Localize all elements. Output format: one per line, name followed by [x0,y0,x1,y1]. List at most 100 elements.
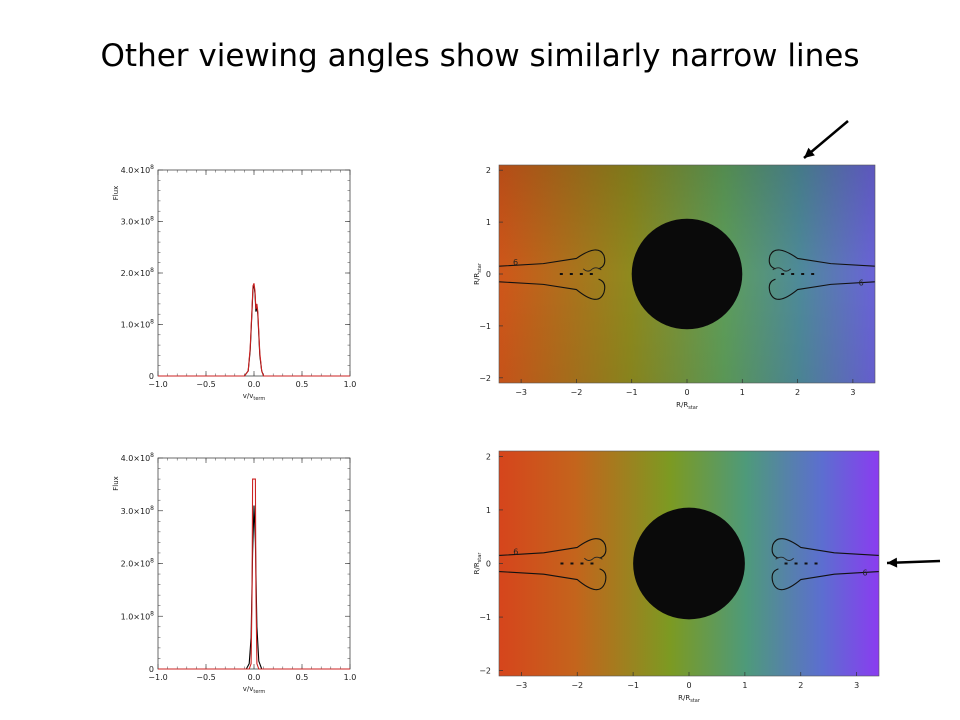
contour-lower [768,278,876,300]
arrow-top-right [803,120,849,159]
slide-title: Other viewing angles show similarly narr… [100,38,860,74]
contour-upper [771,538,880,559]
y-tick-label: 2 [486,452,491,461]
contour-detail [772,267,792,272]
contour-detail [584,556,603,561]
x-tick-label: 0.0 [248,380,261,389]
series-line-black [158,505,350,670]
arrow-bottom-right [886,557,941,568]
y-axis-label-sub: star [477,262,483,273]
x-tick-label: −3 [515,681,527,690]
contour-label: 6 [862,568,867,577]
x-tick-label: 0.5 [296,673,309,682]
x-tick-label: −1 [627,681,639,690]
x-tick-label: 1 [742,681,747,690]
line-plot-1: −1.0 −0.5 0.0 0.5 1.0 0 1.0×108 2.0×108 3.0×108 4… [112,164,356,402]
series-line-red [158,283,350,377]
x-tick-label: −1 [626,388,638,397]
y-axis-label: R/Rstar [473,552,483,575]
x-tick-label: 0.5 [296,380,309,389]
contour-detail [582,267,602,272]
x-tick-label: 0 [684,388,689,397]
x-tick-label: 0 [686,681,691,690]
x-axis-label: v/vterm [243,685,266,695]
y-tick-label: 1.0×108 [121,610,155,621]
y-tick-label: 3.0×108 [121,505,155,516]
contour-lower [771,568,880,591]
contour-upper [498,249,606,270]
x-tick-label: −1.0 [148,673,167,682]
y-tick-label: −2 [479,667,491,676]
x-axis-label-sub: star [690,698,701,704]
x-tick-label: 2 [795,388,800,397]
x-axis-label-sub: star [688,405,699,411]
x-tick-label: −0.5 [196,673,215,682]
x-tick-label: 0.0 [248,673,261,682]
contour-label: 6 [513,258,518,267]
x-tick-label: 2 [798,681,803,690]
y-tick-exponent: 8 [150,610,154,617]
y-tick-label: −1 [479,322,491,331]
x-axis-label: v/vterm [243,392,266,402]
y-tick-label: 4.0×108 [121,164,155,175]
y-tick-label: 2.0×108 [121,267,155,278]
x-axis-label: R/Rstar [678,694,701,704]
y-tick-label: 0 [149,372,154,381]
x-tick-label: −2 [571,681,583,690]
y-tick-exponent: 8 [150,216,154,223]
arrow-head [887,557,898,568]
y-tick-exponent: 8 [150,505,154,512]
x-tick-label: −2 [571,388,583,397]
y-tick-label: 1 [486,218,491,227]
map-plot-1: 6 6 −3 −2 −1 0 1 2 3 −2 −1 0 1 2 R/Rstar R/Rstar [473,164,876,411]
x-tick-label: −0.5 [196,380,215,389]
arrow-head [804,147,815,158]
series-line-black [158,283,350,377]
contour-detail [775,556,794,561]
contour-upper [768,249,876,270]
plot-frame [157,457,351,670]
x-axis-label: R/Rstar [676,401,699,411]
star-disk [633,507,745,620]
x-tick-label: 1 [740,388,745,397]
y-axis-label: Flux [112,476,120,491]
map-plot-2: 6 6 −3 −2 −1 0 1 2 3 −2 −1 0 1 2 R/Rstar R/Rstar [473,450,880,704]
y-axis-label: Flux [112,186,120,201]
x-tick-label: 1.0 [344,673,357,682]
y-axis-label: R/Rstar [473,262,483,285]
series-line-red [158,478,350,670]
y-tick-label: 2.0×108 [121,558,155,569]
contour-label: 6 [513,547,518,556]
y-tick-label: −1 [479,613,491,622]
contour-label: 6 [859,278,864,287]
y-tick-label: 0 [149,665,154,674]
x-tick-label: −1.0 [148,380,167,389]
y-tick-label: 0 [486,270,491,279]
y-tick-label: 0 [486,560,491,569]
x-tick-label: 1.0 [344,380,357,389]
y-tick-label: −2 [479,374,491,383]
y-tick-exponent: 8 [150,164,154,171]
contour-lower [498,278,606,300]
y-axis-label-sub: star [477,552,483,563]
contour-lower [498,568,607,591]
y-tick-label: 1.0×108 [121,319,155,330]
x-tick-label: −3 [515,388,527,397]
y-tick-exponent: 8 [150,319,154,326]
y-tick-exponent: 8 [150,267,154,274]
plot-frame [157,169,351,377]
x-axis-label-sub: term [253,396,265,402]
contour-upper [498,538,607,559]
y-tick-exponent: 8 [150,452,154,459]
line-plot-2: −1.0 −0.5 0.0 0.5 1.0 0 1.0×108 2.0×108 3.0×108 4… [112,452,356,695]
y-tick-label: 2 [486,166,491,175]
x-axis-label-sub: term [253,689,265,695]
y-tick-exponent: 8 [150,558,154,565]
x-tick-label: 3 [854,681,859,690]
y-tick-label: 3.0×108 [121,216,155,227]
y-tick-label: 4.0×108 [121,452,155,463]
x-tick-label: 3 [850,388,855,397]
y-tick-label: 1 [486,506,491,515]
star-disk [631,218,743,330]
